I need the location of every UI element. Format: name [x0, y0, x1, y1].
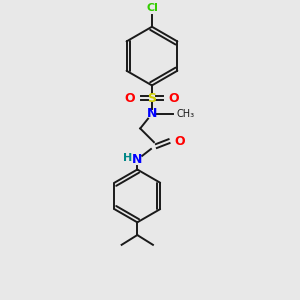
Text: Cl: Cl — [146, 3, 158, 13]
Text: S: S — [148, 92, 157, 105]
Text: N: N — [132, 153, 142, 166]
Text: O: O — [174, 135, 185, 148]
Text: O: O — [169, 92, 179, 105]
Text: N: N — [147, 107, 157, 120]
Text: CH₃: CH₃ — [176, 109, 194, 119]
Text: H: H — [123, 153, 132, 163]
Text: O: O — [125, 92, 135, 105]
